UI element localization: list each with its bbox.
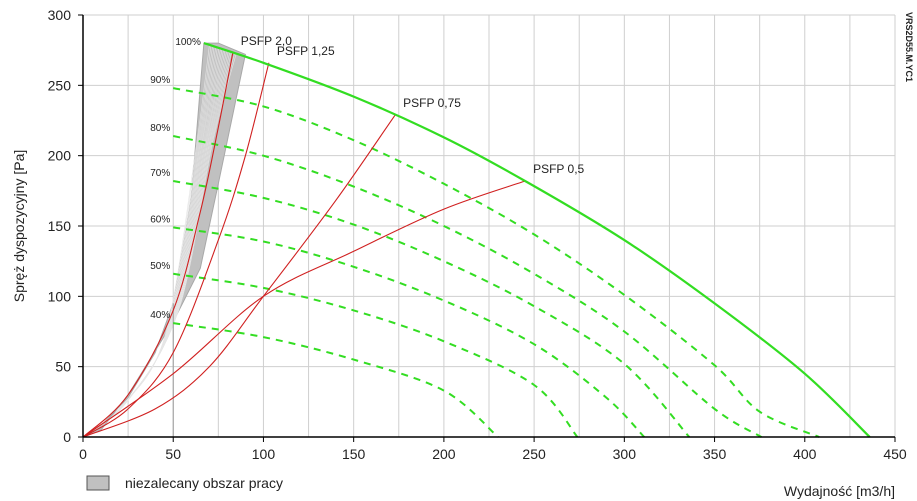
x-tick-label: 50 — [165, 446, 181, 462]
speed-curve — [173, 322, 499, 438]
x-tick-label: 0 — [79, 446, 87, 462]
grid — [82, 14, 896, 438]
legend-swatch — [86, 475, 110, 491]
speed-level-label: 100% — [175, 37, 201, 48]
y-tick-label: 50 — [55, 359, 71, 375]
y-tick-label: 300 — [48, 7, 72, 23]
speed-curve — [173, 272, 579, 438]
legend: niezalecany obszar pracy — [86, 475, 283, 491]
unrecommended-area-hatch — [82, 52, 237, 438]
speed-level-label: 70% — [150, 168, 170, 179]
psfp-curve — [82, 62, 270, 438]
x-axis-title: Wydajność [m3/h] — [784, 483, 895, 499]
speed-level-label: 80% — [150, 123, 170, 134]
y-tick-label: 200 — [48, 148, 72, 164]
speed-level-label: 50% — [150, 261, 170, 272]
speed-curve — [172, 135, 763, 438]
speed-curve — [172, 87, 820, 438]
legend-label: niezalecany obszar pracy — [125, 475, 283, 491]
unrecommended-area — [82, 42, 246, 438]
speed-curve — [173, 226, 645, 438]
x-tick-label: 250 — [522, 446, 546, 462]
speed-curve — [173, 180, 691, 438]
psfp-curve — [82, 52, 234, 438]
speed-level-label: 60% — [150, 214, 170, 225]
max-speed-curve — [203, 42, 871, 438]
x-tick-label: 200 — [432, 446, 456, 462]
x-tick-label: 400 — [793, 446, 817, 462]
y-tick-label: 0 — [63, 429, 71, 445]
psfp-label: PSFP 2,0 — [241, 34, 292, 48]
x-tick-label: 300 — [613, 446, 637, 462]
speed-level-label: 90% — [150, 75, 170, 86]
x-tick-label: 150 — [342, 446, 366, 462]
x-tick-label: 450 — [883, 446, 907, 462]
x-tick-label: 350 — [703, 446, 727, 462]
psfp-label: PSFP 0,75 — [403, 96, 461, 110]
y-tick-label: 100 — [48, 288, 72, 304]
y-tick-label: 150 — [48, 218, 72, 234]
x-tick-label: 100 — [252, 446, 276, 462]
axes-layer: 0 50 100 150 200 250 300 350 400 450 0 50 100 150 200 2… — [11, 7, 914, 499]
psfp-curve — [82, 180, 526, 438]
psfp-label: PSFP 1,25 — [277, 44, 335, 58]
y-axis-title: Spręż dyspozycyjny [Pa] — [11, 150, 27, 303]
speed-level-label: 40% — [150, 310, 170, 321]
psfp-label: PSFP 0,5 — [533, 162, 584, 176]
curves-layer — [82, 42, 871, 438]
side-code-label: VRS2D55.M.YC1 — [904, 12, 914, 82]
y-tick-label: 250 — [48, 77, 72, 93]
psfp-curve — [82, 114, 396, 438]
unrecommended-area-layer — [82, 42, 246, 438]
